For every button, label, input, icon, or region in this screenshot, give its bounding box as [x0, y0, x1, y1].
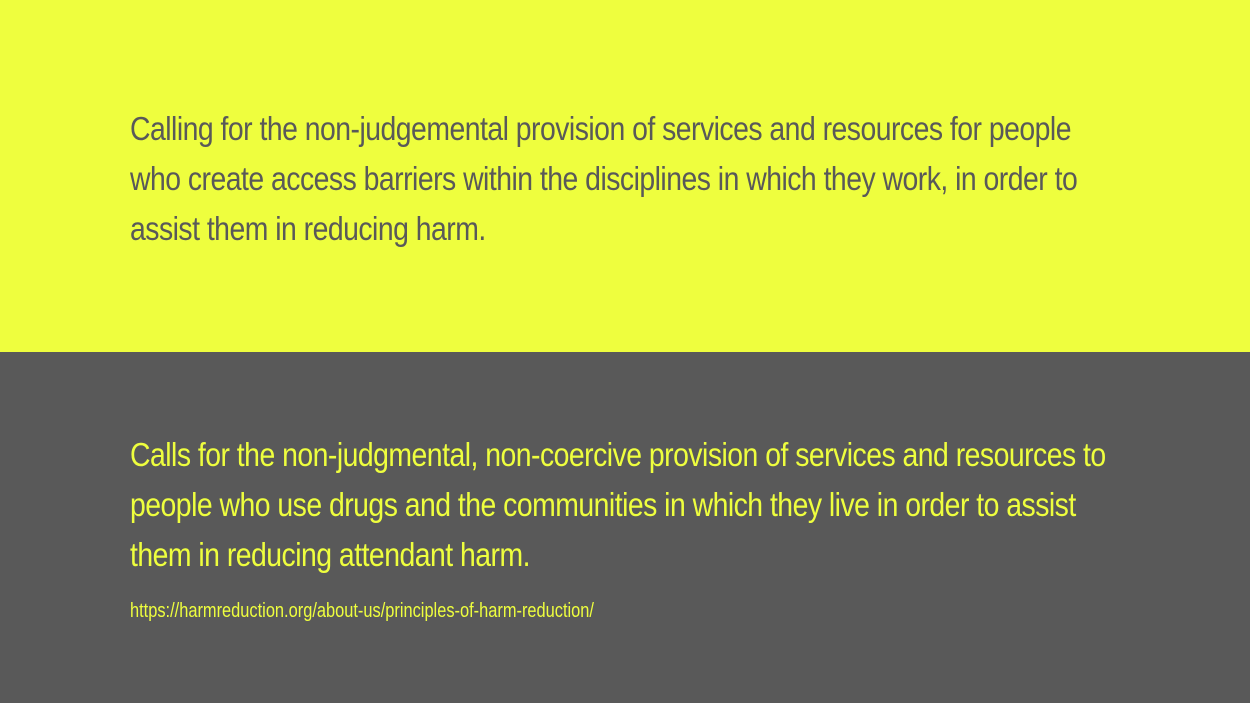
top-panel: Calling for the non-judgemental provisio…: [0, 0, 1250, 352]
source-link[interactable]: https://harmreduction.org/about-us/princ…: [130, 600, 594, 622]
bottom-panel: Calls for the non-judgmental, non-coerci…: [0, 352, 1250, 703]
top-quote: Calling for the non-judgemental provisio…: [130, 110, 1078, 247]
bottom-quote: Calls for the non-judgmental, non-coerci…: [130, 436, 1106, 573]
